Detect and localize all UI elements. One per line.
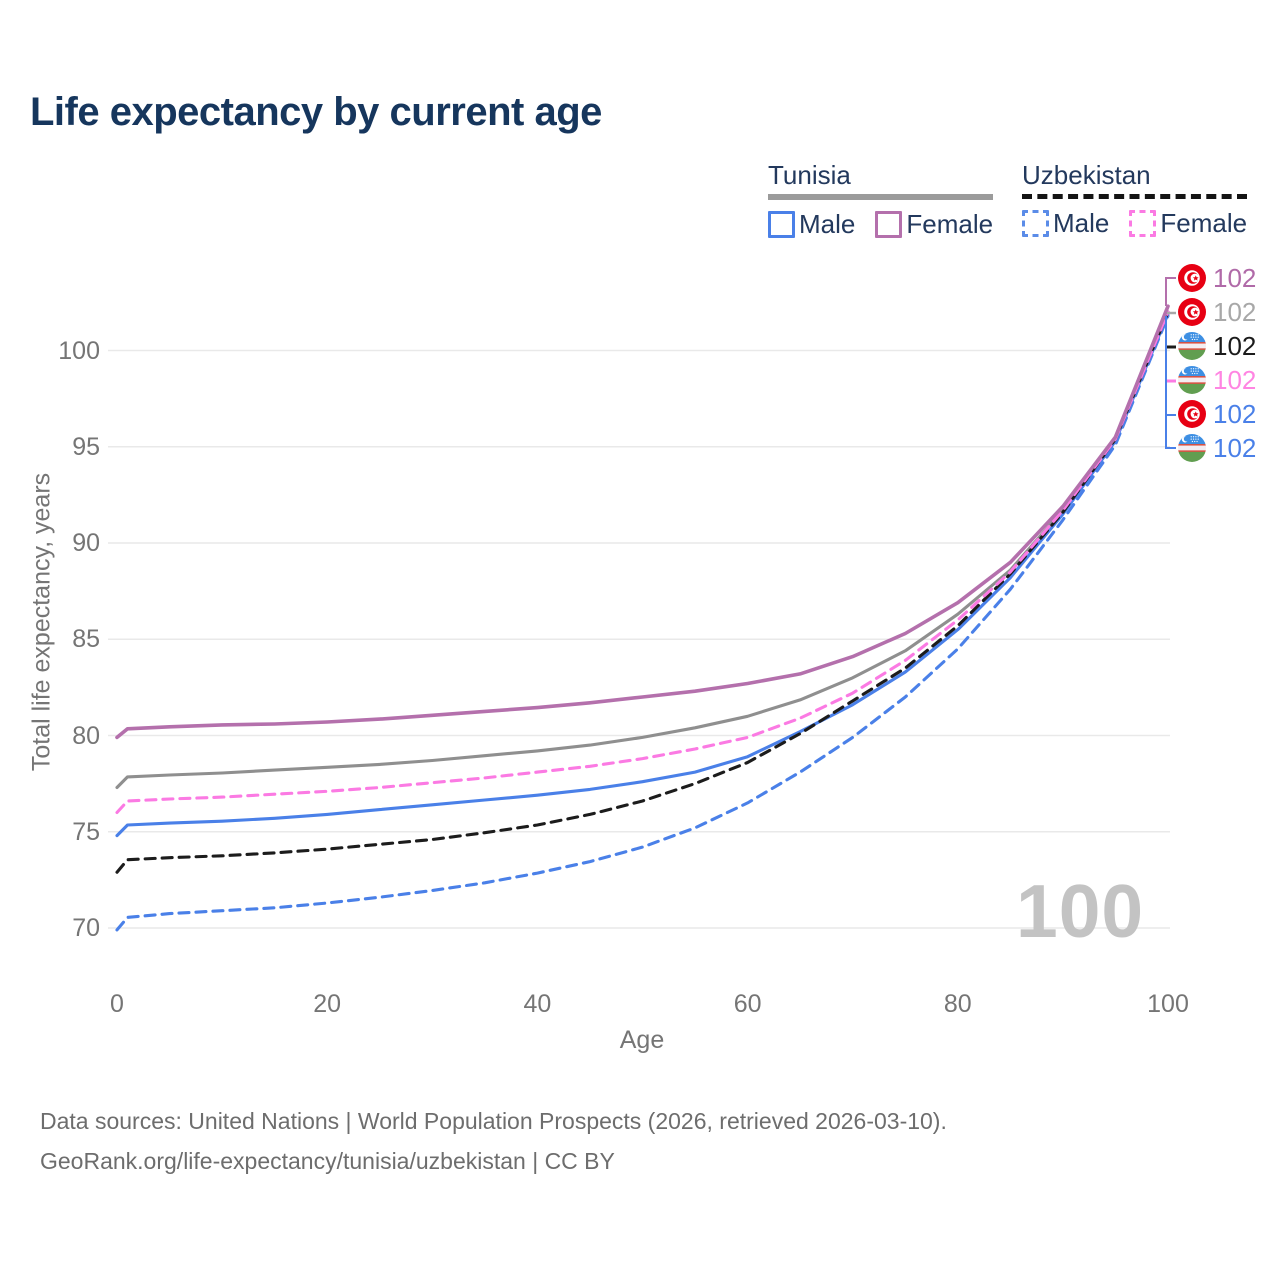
legend-swatch-box[interactable] (768, 211, 795, 238)
y-tick-75: 75 (72, 817, 100, 846)
x-tick-0: 0 (110, 990, 124, 1018)
legend-swatch-box[interactable] (1129, 210, 1157, 237)
legend-header-tunisia[interactable]: Tunisia (768, 160, 851, 190)
legend-item-label: Female (906, 209, 994, 239)
y-tick-90: 90 (72, 529, 100, 557)
series-line-uzbekistan-male (115, 314, 1170, 932)
legend-item-tunisia-female[interactable]: Female (875, 209, 993, 240)
legend-item-uzbekistan-male[interactable]: Male (1022, 208, 1109, 239)
uzbekistan-dashed-line-swatch (1022, 194, 1248, 199)
end-label-value: 102 (1213, 296, 1257, 327)
uzbekistan-flag-icon (1178, 366, 1206, 394)
x-tick-40: 40 (523, 990, 552, 1018)
legend-group-tunisia: Tunisia Male Female (768, 160, 994, 240)
y-tick-85: 85 (72, 625, 100, 654)
legend-swatch-box[interactable] (875, 211, 903, 238)
end-label-uzbekistan-female: 102 (1178, 364, 1257, 395)
legend-item-label: Male (799, 209, 856, 239)
tunisia-flag-icon (1178, 400, 1206, 428)
x-tick-100: 100 (1147, 990, 1189, 1018)
series-line-uzbekistan-all (115, 310, 1170, 874)
tunisia-flag-icon (1178, 264, 1206, 292)
end-label-tunisia-female: 102 (1178, 262, 1257, 293)
end-label-value: 102 (1213, 262, 1257, 293)
end-label-tunisia: 102 (1178, 296, 1257, 327)
series-line-tunisia-all (115, 310, 1170, 790)
end-label-value: 102 (1213, 432, 1257, 463)
end-label-value: 102 (1213, 330, 1257, 361)
legend-item-uzbekistan-female[interactable]: Female (1129, 208, 1247, 239)
leader-males (1165, 316, 1176, 449)
series-line-tunisia-male (115, 312, 1170, 838)
uzbekistan-flag-icon (1178, 332, 1206, 360)
tunisia-flag-icon (1178, 298, 1206, 326)
tunisia-solid-line-swatch (768, 194, 994, 200)
y-tick-80: 80 (72, 721, 100, 750)
age-watermark: 100 (1016, 869, 1145, 953)
end-label-value: 102 (1213, 364, 1257, 395)
x-tick-60: 60 (733, 990, 762, 1018)
legend-swatch-box[interactable] (1022, 210, 1049, 237)
x-tick-80: 80 (943, 990, 972, 1018)
y-tick-95: 95 (72, 432, 100, 461)
legend-header-uzbekistan[interactable]: Uzbekistan (1022, 160, 1151, 190)
end-label-uzbekistan-male: 102 (1178, 432, 1257, 463)
end-label-tunisia-male: 102 (1178, 398, 1257, 429)
end-label-value: 102 (1213, 398, 1257, 429)
x-axis-title: Age (619, 1026, 665, 1054)
uzbekistan-flag-icon (1178, 434, 1206, 462)
legend-item-label: Female (1160, 208, 1248, 238)
series-line-tunisia-female (115, 304, 1170, 740)
data-sources-text: Data sources: United Nations | World Pop… (40, 1108, 947, 1134)
leader-tunisia-female (1165, 277, 1176, 306)
legend-item-label: Male (1053, 208, 1110, 238)
legend-group-uzbekistan: Uzbekistan Male Female (1022, 160, 1248, 239)
attribution-link-text: GeoRank.org/life-expectancy/tunisia/uzbe… (40, 1148, 615, 1174)
series-line-uzbekistan-female (115, 310, 1170, 815)
y-tick-70: 70 (72, 914, 100, 942)
page-title: Life expectancy by current age (30, 90, 602, 134)
x-tick-20: 20 (313, 990, 342, 1018)
y-tick-100: 100 (58, 336, 100, 365)
end-label-uzbekistan: 102 (1178, 330, 1257, 361)
legend-item-tunisia-male[interactable]: Male (768, 209, 855, 240)
